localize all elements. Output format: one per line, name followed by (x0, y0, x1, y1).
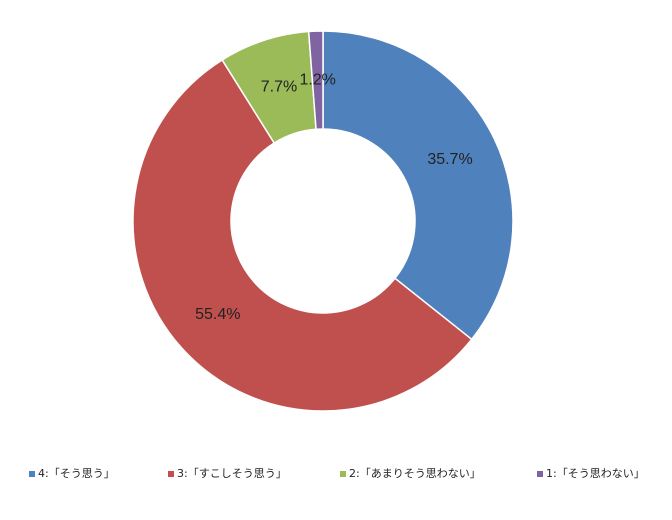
donut-slice (132, 58, 473, 412)
legend-swatch (168, 471, 174, 477)
donut-slice (307, 30, 324, 131)
legend-swatch (537, 471, 543, 477)
legend-label: 1:「そう思わない」 (546, 467, 645, 480)
legend-swatch (340, 471, 346, 477)
value-label: 1.2% (299, 71, 335, 88)
value-label: 55.4% (195, 306, 240, 323)
value-label: 35.7% (427, 151, 472, 168)
value-label: 7.7% (261, 78, 297, 95)
legend-label: 3:「すこしそう思う」 (177, 467, 287, 480)
legend-label: 4:「そう思う」 (38, 467, 115, 480)
legend-swatch (29, 471, 35, 477)
legend-label: 2:「あまりそう思わない」 (349, 467, 481, 480)
donut-slice (322, 30, 514, 341)
